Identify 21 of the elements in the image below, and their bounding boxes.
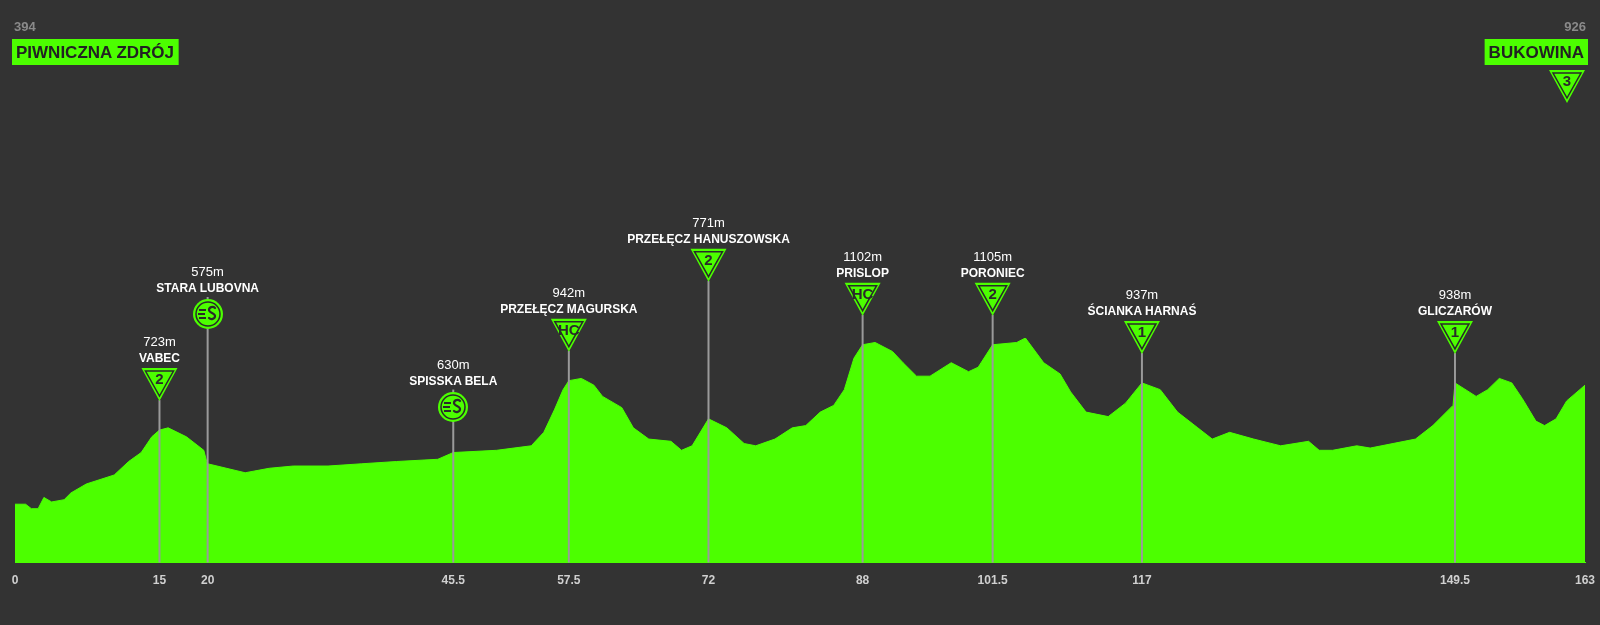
x-tick-label: 149.5 — [1439, 573, 1471, 588]
ref-line-label: 937m ŚCIANKA HARNAŚ 1 — [1087, 286, 1197, 341]
x-tick-label: 0 — [11, 573, 19, 588]
text: 394 PIWNICZNA ZDRÓJ — [14, 18, 175, 62]
x-tick-label: 57.5 — [557, 573, 581, 588]
x-tick-label: 163 — [1574, 573, 1596, 588]
text: 926 BUKOWINA 3 — [1488, 18, 1586, 90]
x-tick-label: 15 — [152, 573, 167, 588]
x-tick-label: 45.5 — [441, 573, 466, 588]
x-tick-label: 20 — [200, 573, 215, 588]
x-tick-label: 88 — [855, 573, 870, 588]
ref-line-label: 1105m PORONIEC 2 — [960, 248, 1025, 302]
x-tick-label: 72 — [701, 573, 716, 588]
ref-line-label: 1102m PRISLOP HC — [836, 248, 889, 302]
x-tick-label: 117 — [1132, 573, 1152, 588]
ref-line-label: 575m STARA LUBOVNA — [156, 264, 260, 296]
x-tick-label: 101.5 — [977, 573, 1008, 588]
ref-line-label: 630m SPISSKA BELA — [409, 356, 498, 388]
ref-line-label: 723m VABEC 2 — [138, 334, 181, 388]
ref-line-label: 938m GLICZARÓW 1 — [1417, 286, 1493, 341]
ref-line-label: 771m PRZEŁĘCZ HANUSZOWSKA 2 — [627, 214, 791, 268]
